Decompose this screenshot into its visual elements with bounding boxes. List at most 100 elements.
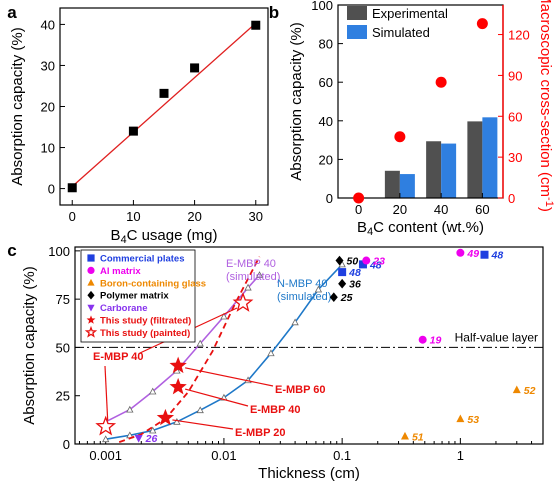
y-tick-label: 25	[56, 389, 70, 404]
legend-marker	[87, 290, 95, 300]
y-tick-label: 80	[319, 37, 333, 52]
y-tick-label: 20	[41, 100, 55, 115]
x-tick-label: 0	[69, 209, 76, 224]
sim-marker	[149, 426, 157, 434]
ref-label: 25	[340, 292, 353, 304]
star-painted	[95, 415, 117, 436]
legend-label: This study (painted)	[100, 328, 190, 339]
sim-marker	[196, 406, 204, 414]
ref-label: 50	[347, 256, 359, 268]
star-painted	[232, 292, 254, 312]
y-tick-label: 60	[319, 75, 333, 90]
x-tick-label: 0.01	[211, 448, 236, 463]
panel-letter: c	[7, 241, 16, 260]
legend-label: Experimental	[372, 6, 448, 21]
x-axis-label-sub: 4	[367, 226, 373, 238]
bar-simulated	[441, 143, 457, 198]
legend-label: This study (filtrated)	[100, 316, 191, 327]
cross-section-point	[394, 131, 406, 143]
ref-label: 36	[349, 279, 361, 291]
legend-marker	[87, 254, 95, 262]
data-point	[358, 260, 367, 269]
x-axis-label-post: C content (wt.%)	[373, 219, 484, 236]
panel-a: 0 10 20 30 0 10 20 30 40 B4C usage (mg) Absorption…	[7, 3, 269, 246]
legend-marker	[87, 304, 95, 312]
y-tick-label: 100	[311, 0, 333, 13]
annotation-arrow	[172, 419, 234, 430]
y-tick-label: 20	[319, 152, 333, 167]
y2-tick-label: 120	[508, 28, 530, 43]
x-tick-label: 30	[249, 209, 263, 224]
legend-marker	[87, 266, 95, 274]
ref-label: 49	[466, 248, 479, 260]
plot-frame	[59, 7, 269, 206]
bar-simulated	[399, 174, 415, 198]
y-tick-label: 75	[56, 292, 70, 307]
x-tick-label: 10	[126, 209, 140, 224]
data-point	[335, 255, 344, 266]
annotation-arrow	[184, 388, 249, 407]
curve-label: E-MBP 40	[226, 258, 276, 270]
legend-box	[80, 249, 196, 343]
ref-label: 23	[372, 256, 385, 268]
data-point	[128, 126, 138, 136]
data-point	[251, 20, 261, 30]
legend-label: Polymer matrix	[100, 291, 169, 302]
star-filtrated	[156, 408, 175, 426]
x-tick-label: 1	[457, 448, 464, 463]
data-point	[134, 435, 143, 443]
x-tick-label: 40	[434, 202, 448, 217]
y2-axis-label: Macroscopic cross-section (cm-1)	[537, 0, 554, 212]
y2-label-sup: -1	[543, 197, 554, 207]
ref-label: 48	[369, 259, 382, 271]
data-point	[329, 292, 338, 303]
y-axis-label: Absorption capacity (%)	[21, 266, 38, 424]
ref-label: 48	[490, 250, 503, 262]
sim-marker	[267, 349, 275, 357]
data-point	[400, 431, 409, 440]
panel-c: 0.001 0.01 0.1 1 0 25 50 75 100 Half-value layer E…	[7, 241, 544, 482]
star-filtrated	[169, 356, 187, 374]
curve-label: (simulated)	[277, 291, 331, 303]
annotation-arrow	[185, 367, 274, 387]
data-point	[362, 256, 371, 265]
y2-label-post: )	[537, 207, 554, 212]
y-tick-label: 50	[56, 340, 70, 355]
data-point	[338, 268, 347, 277]
x-tick-label: 0.1	[333, 448, 351, 463]
data-point	[338, 278, 347, 289]
ref-label: 51	[412, 431, 424, 443]
x-axis-label-pre: B	[357, 219, 367, 236]
y-axis-label: Absorption capacity (%)	[9, 27, 26, 185]
annotation-arrow	[104, 365, 109, 421]
data-point	[456, 248, 465, 257]
legend-label: Simulated	[372, 25, 430, 40]
data-point	[67, 183, 77, 193]
curve	[105, 274, 261, 423]
star-label: E-MBP 40	[250, 404, 301, 416]
x-axis-label: B4C usage (mg)	[111, 227, 218, 246]
half-value-label: Half-value layer	[455, 330, 538, 344]
x-axis-label: B4C content (wt.%)	[357, 219, 484, 238]
legend-label: Carborane	[100, 303, 148, 314]
sim-marker	[220, 312, 228, 320]
x-tick-label: 20	[393, 202, 407, 217]
legend-swatch	[347, 25, 367, 39]
bar-simulated	[482, 117, 498, 198]
y2-label-pre: Macroscopic cross-section (cm	[537, 0, 554, 197]
y-axis-label: Absorption capacity (%)	[288, 22, 305, 180]
legend-label: Al matrix	[100, 266, 141, 277]
legend-swatch	[347, 6, 367, 20]
cross-section-point	[435, 76, 447, 88]
ref-label: 26	[145, 433, 158, 445]
plot-frame	[74, 246, 544, 445]
y2-tick-label: 60	[508, 109, 522, 124]
y-tick-label: 0	[63, 437, 70, 452]
star-filtrated	[169, 377, 187, 395]
star-label: E-MBP 60	[275, 384, 326, 396]
bar-experimental	[467, 121, 483, 198]
sim-marker	[314, 285, 323, 293]
y-tick-label: 40	[319, 114, 333, 129]
sim-marker	[291, 318, 299, 326]
x-tick-label: 60	[475, 202, 489, 217]
